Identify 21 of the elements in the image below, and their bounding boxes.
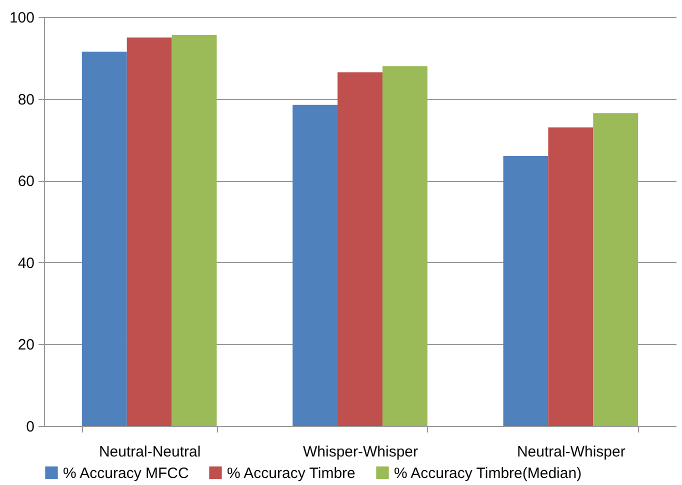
legend-label: % Accuracy MFCC bbox=[63, 464, 190, 482]
y-tick-label: 0 bbox=[26, 418, 34, 436]
y-tick-label: 20 bbox=[18, 336, 34, 354]
bar bbox=[593, 113, 638, 426]
bar bbox=[172, 34, 217, 426]
bar bbox=[382, 66, 428, 426]
bar bbox=[126, 37, 172, 426]
bar bbox=[503, 156, 548, 426]
bar bbox=[548, 127, 594, 426]
legend-label: % Accuracy Timbre(Median) bbox=[394, 464, 582, 482]
y-tick-label: 80 bbox=[18, 91, 34, 108]
legend-label: % Accuracy Timbre bbox=[227, 464, 356, 482]
bar bbox=[338, 72, 382, 426]
x-tick-label: Neutral-Neutral bbox=[98, 444, 201, 460]
bar bbox=[82, 52, 127, 426]
x-tick-label: Neutral-Whisper bbox=[516, 444, 626, 460]
bar bbox=[292, 104, 338, 426]
y-tick-label: 40 bbox=[18, 254, 34, 272]
y-tick-label: 60 bbox=[18, 173, 34, 190]
y-tick-label: 100 bbox=[9, 10, 34, 26]
x-tick-label: Whisper-Whisper bbox=[302, 444, 418, 460]
